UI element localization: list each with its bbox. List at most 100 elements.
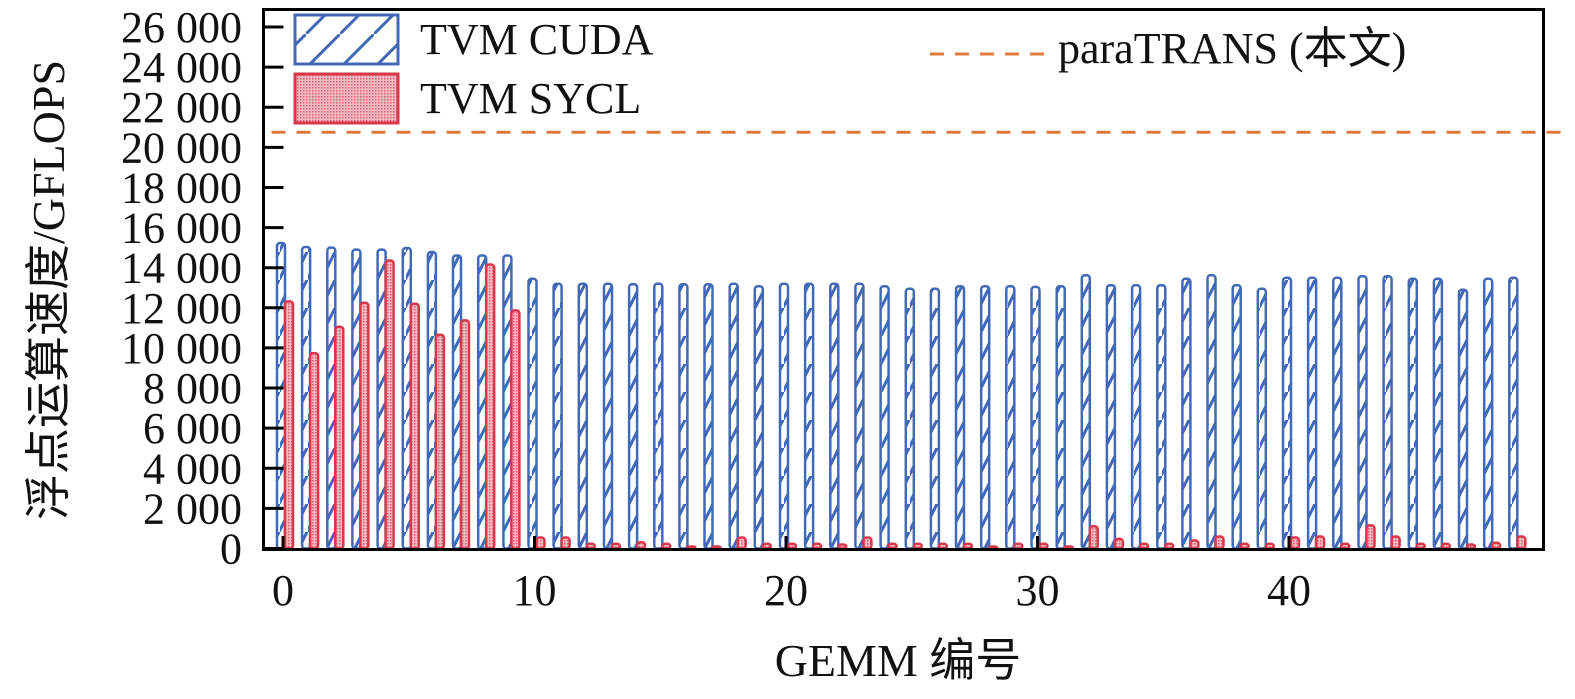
bar-tvm-sycl-2 <box>334 325 345 550</box>
bar-tvm-sycl-47 <box>1465 543 1477 550</box>
bar-tvm-sycl-24 <box>887 542 898 550</box>
bar-tvm-sycl-42 <box>1340 542 1351 550</box>
bar-tvm-sycl-7 <box>459 319 471 550</box>
bar-tvm-sycl-10 <box>535 536 546 550</box>
x-tick-label: 30 <box>1016 566 1060 615</box>
bar-tvm-cuda-22 <box>829 282 840 550</box>
bar-tvm-cuda-48 <box>1482 277 1494 550</box>
bar-tvm-cuda-33 <box>1105 284 1117 550</box>
bar-tvm-sycl-41 <box>1314 535 1326 550</box>
bar-tvm-sycl-29 <box>1013 542 1024 550</box>
x-tick-label: 10 <box>513 566 557 615</box>
y-tick-label: 26 000 <box>121 3 242 52</box>
y-tick-label: 0 <box>220 525 242 574</box>
legend-label-paratrans: paraTRANS (本文) <box>1058 24 1406 73</box>
bar-tvm-cuda-15 <box>653 282 664 550</box>
bar-tvm-sycl-1 <box>308 351 320 550</box>
y-tick-label: 8 000 <box>143 364 242 413</box>
bar-tvm-sycl-43 <box>1365 524 1376 550</box>
bar-tvm-sycl-27 <box>962 542 974 550</box>
legend-swatch-tvm-sycl <box>293 72 400 125</box>
bar-tvm-sycl-37 <box>1214 535 1225 550</box>
bar-tvm-sycl-34 <box>1138 542 1150 550</box>
bar-tvm-cuda-21 <box>803 282 815 550</box>
bar-tvm-cuda-30 <box>1030 285 1041 550</box>
y-tick-label: 10 000 <box>121 324 242 373</box>
y-axis-label: 浮点运算速度/GFLOPS <box>23 60 74 520</box>
bar-tvm-sycl-48 <box>1490 541 1502 550</box>
bar-tvm-cuda-38 <box>1231 284 1242 550</box>
bar-tvm-cuda-27 <box>954 285 966 550</box>
bar-tvm-cuda-17 <box>703 283 714 550</box>
bar-tvm-sycl-6 <box>434 333 446 550</box>
bar-tvm-cuda-23 <box>854 282 865 550</box>
bar-tvm-cuda-47 <box>1457 288 1469 550</box>
x-tick-label: 20 <box>764 566 808 615</box>
bar-tvm-cuda-37 <box>1206 274 1217 550</box>
bar-tvm-sycl-45 <box>1415 542 1427 550</box>
bar-tvm-cuda-28 <box>979 285 991 550</box>
bar-tvm-sycl-38 <box>1239 542 1250 550</box>
bar-tvm-sycl-4 <box>384 259 395 550</box>
y-axis-title: 浮点运算速度/GFLOPS <box>23 60 74 520</box>
y-tick-label: 14 000 <box>121 244 242 293</box>
bar-tvm-sycl-9 <box>510 309 521 550</box>
bar-tvm-sycl-21 <box>811 542 823 550</box>
bar-tvm-sycl-3 <box>359 301 370 550</box>
legend-label-tvm-cuda: TVM CUDA <box>420 15 654 64</box>
bar-tvm-sycl-40 <box>1289 536 1301 550</box>
bar-tvm-sycl-22 <box>837 543 848 550</box>
bar-tvm-cuda-24 <box>879 285 890 550</box>
bar-tvm-sycl-19 <box>761 542 773 550</box>
bar-tvm-cuda-43 <box>1357 275 1368 550</box>
x-ticks: 0 10 20 30 40 <box>272 536 1311 615</box>
bar-tvm-sycl-25 <box>912 542 924 550</box>
legend: TVM CUDA TVM SYCL paraTRANS (本文) <box>293 13 1406 125</box>
bar-tvm-sycl-11 <box>560 536 571 550</box>
x-tick-label: 40 <box>1267 566 1311 615</box>
bar-tvm-cuda-39 <box>1256 287 1268 550</box>
x-tick-label: 0 <box>272 566 294 615</box>
plot-frame <box>262 8 1545 551</box>
bar-tvm-cuda-19 <box>753 285 765 550</box>
bar-tvm-cuda-35 <box>1156 284 1167 550</box>
bar-tvm-cuda-34 <box>1130 284 1142 550</box>
bar-tvm-sycl-49 <box>1516 535 1527 550</box>
y-tick-label: 12 000 <box>121 284 242 333</box>
y-tick-label: 20 000 <box>121 123 242 172</box>
bar-tvm-cuda-40 <box>1281 276 1293 550</box>
legend-label-tvm-sycl: TVM SYCL <box>420 74 641 123</box>
bar-tvm-cuda-29 <box>1005 285 1016 550</box>
bar-tvm-sycl-39 <box>1264 542 1276 550</box>
bar-tvm-cuda-13 <box>602 282 614 550</box>
bar-tvm-sycl-30 <box>1038 542 1049 550</box>
bar-tvm-cuda-18 <box>728 282 739 550</box>
bar-tvm-cuda-32 <box>1080 274 1092 550</box>
bar-tvm-cuda-44 <box>1382 275 1393 550</box>
bar-tvm-sycl-44 <box>1390 535 1401 550</box>
bar-tvm-cuda-12 <box>577 282 589 550</box>
bar-tvm-cuda-20 <box>778 282 790 550</box>
bar-tvm-sycl-23 <box>862 536 873 550</box>
bar-tvm-cuda-42 <box>1332 276 1343 550</box>
bar-tvm-cuda-41 <box>1306 276 1318 550</box>
bar-tvm-sycl-14 <box>635 540 647 550</box>
bar-tvm-sycl-46 <box>1440 542 1452 550</box>
bar-tvm-cuda-46 <box>1432 277 1444 550</box>
bar-tvm-sycl-5 <box>409 302 421 550</box>
bar-tvm-sycl-0 <box>283 300 295 550</box>
x-axis-label: GEMM 编号 <box>775 635 1022 686</box>
y-tick-label: 2 000 <box>143 484 242 533</box>
bar-tvm-sycl-35 <box>1164 542 1175 550</box>
bar-tvm-cuda-14 <box>627 283 639 550</box>
bar-tvm-cuda-36 <box>1181 277 1192 550</box>
bar-tvm-sycl-33 <box>1113 537 1125 550</box>
bar-tvm-sycl-8 <box>484 263 496 550</box>
bars-group <box>275 241 1527 550</box>
bar-tvm-sycl-13 <box>610 542 622 550</box>
bar-tvm-sycl-20 <box>786 542 798 550</box>
bar-tvm-cuda-49 <box>1508 276 1519 550</box>
y-tick-label: 22 000 <box>121 83 242 132</box>
